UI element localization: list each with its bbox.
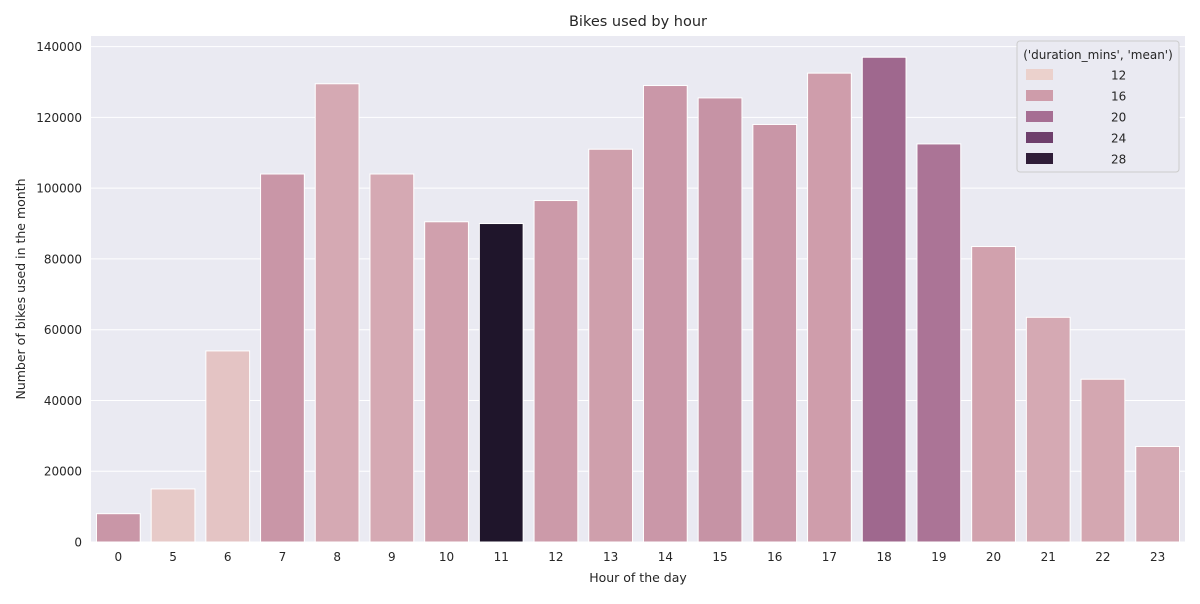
bar-hour-15 xyxy=(697,97,743,543)
x-tick-label: 8 xyxy=(333,550,341,564)
x-tick-label: 20 xyxy=(986,550,1001,564)
legend-label: 16 xyxy=(1111,90,1126,104)
legend-swatch xyxy=(1026,111,1053,122)
bar-hour-10 xyxy=(424,221,469,543)
bar-hour-9 xyxy=(369,173,415,543)
x-tick-label: 23 xyxy=(1150,550,1165,564)
x-tick-label: 14 xyxy=(658,550,673,564)
bars xyxy=(95,56,1181,543)
y-tick-label: 120000 xyxy=(36,111,82,125)
bar-hour-22 xyxy=(1080,378,1126,543)
x-tick-label: 22 xyxy=(1095,550,1110,564)
y-tick-label: 60000 xyxy=(44,323,82,337)
legend-title: ('duration_mins', 'mean') xyxy=(1023,48,1173,62)
bar-hour-7 xyxy=(260,173,305,543)
chart-title: Bikes used by hour xyxy=(569,14,707,30)
bar-hour-5 xyxy=(150,488,196,543)
y-tick-label: 40000 xyxy=(44,394,82,408)
legend: ('duration_mins', 'mean') 12 16 20 24 28 xyxy=(1016,40,1180,173)
legend-frame xyxy=(1016,40,1180,173)
bar-hour-18 xyxy=(861,56,907,543)
x-tick-label: 6 xyxy=(224,550,232,564)
legend-swatch xyxy=(1026,132,1053,143)
bar-hour-6 xyxy=(205,350,251,543)
bar-hour-19 xyxy=(916,143,962,543)
bar-hour-20 xyxy=(971,246,1016,543)
bar-hour-16 xyxy=(752,123,798,543)
legend-label: 28 xyxy=(1111,153,1126,167)
y-tick-label: 0 xyxy=(74,536,82,550)
x-axis-label: Hour of the day xyxy=(589,570,687,585)
bar-hour-0 xyxy=(95,513,141,543)
y-tick-labels: 0 20000 40000 60000 80000 100000 120000 140000 xyxy=(36,40,82,549)
x-tick-label: 9 xyxy=(388,550,396,564)
y-tick-label: 140000 xyxy=(36,40,82,54)
bar-hour-8 xyxy=(314,83,360,543)
y-axis-label: Number of bikes used in the month xyxy=(13,178,28,399)
x-tick-labels: 0 5 6 7 8 9 10 11 12 13 14 15 16 17 18 19 20 21 22 23 xyxy=(115,550,1166,564)
legend-swatch xyxy=(1026,69,1053,80)
bar-hour-13 xyxy=(588,148,634,543)
x-tick-label: 7 xyxy=(279,550,287,564)
x-tick-label: 13 xyxy=(603,550,618,564)
bar-hour-21 xyxy=(1025,316,1071,543)
x-tick-label: 19 xyxy=(931,550,946,564)
x-tick-label: 12 xyxy=(548,550,563,564)
bar-hour-17 xyxy=(807,72,852,543)
y-tick-label: 20000 xyxy=(44,465,82,479)
x-tick-label: 5 xyxy=(169,550,177,564)
x-tick-label: 0 xyxy=(115,550,123,564)
x-tick-label: 15 xyxy=(712,550,727,564)
legend-label: 20 xyxy=(1111,111,1126,125)
x-tick-label: 18 xyxy=(877,550,892,564)
x-tick-label: 11 xyxy=(494,550,509,564)
x-tick-label: 16 xyxy=(767,550,782,564)
bar-hour-14 xyxy=(642,85,688,543)
bar-hour-12 xyxy=(533,200,579,543)
legend-label: 24 xyxy=(1111,132,1126,146)
x-tick-label: 17 xyxy=(822,550,837,564)
bar-hour-11 xyxy=(478,223,524,543)
x-tick-label: 21 xyxy=(1041,550,1056,564)
y-tick-label: 100000 xyxy=(36,182,82,196)
legend-swatch xyxy=(1026,90,1053,101)
legend-label: 12 xyxy=(1111,69,1126,83)
bar-hour-23 xyxy=(1135,445,1181,543)
x-tick-label: 10 xyxy=(439,550,454,564)
legend-swatch xyxy=(1026,153,1053,164)
y-tick-label: 80000 xyxy=(44,252,82,266)
